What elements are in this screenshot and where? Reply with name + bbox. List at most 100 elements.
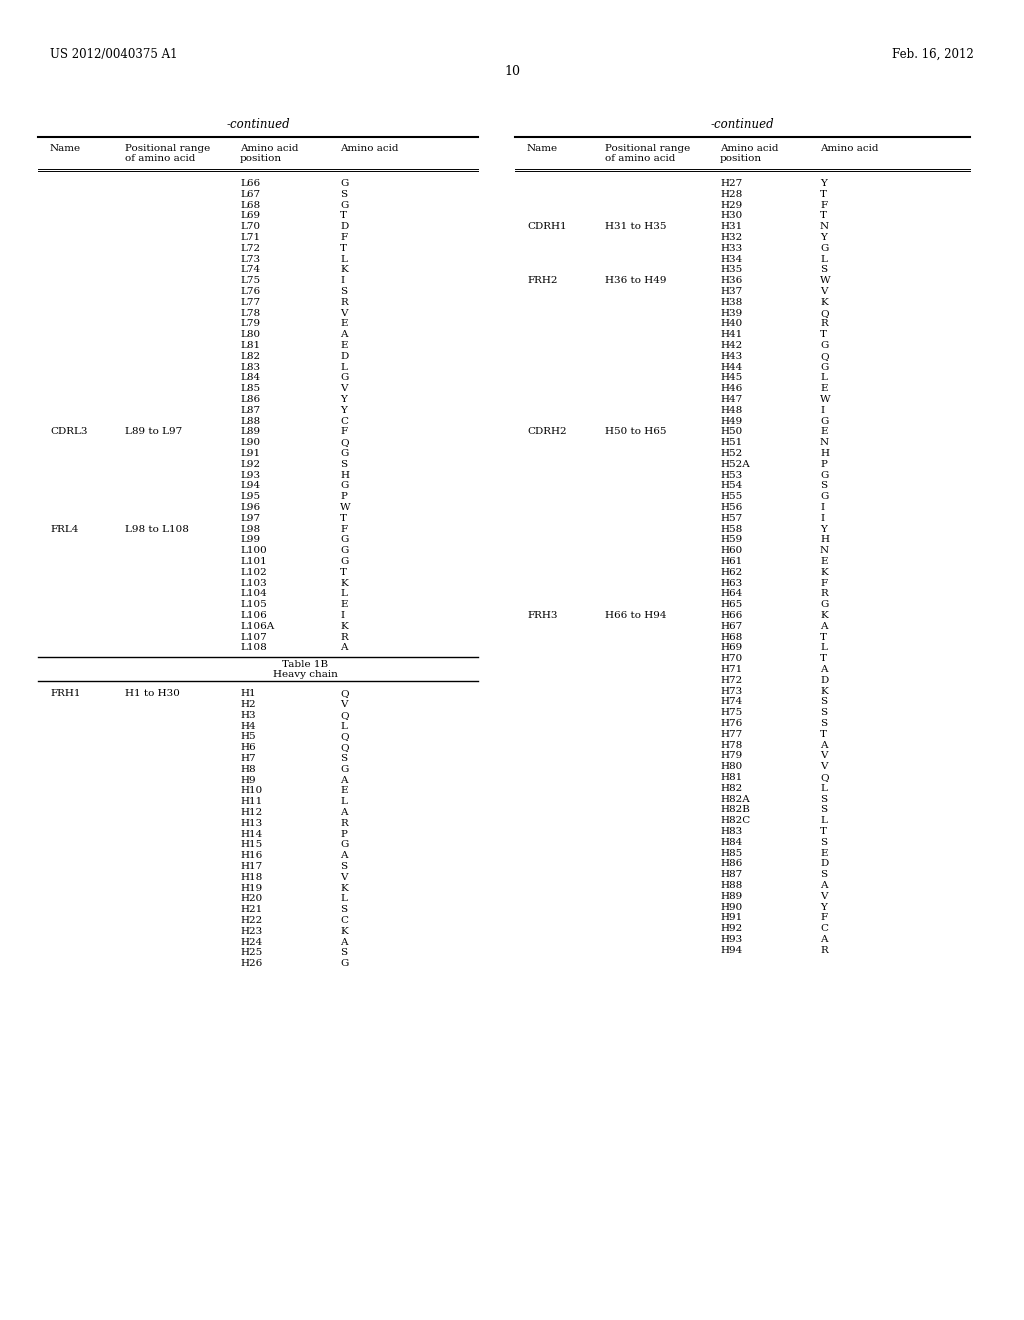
Text: V: V (820, 751, 827, 760)
Text: A: A (820, 665, 827, 675)
Text: FRH2: FRH2 (527, 276, 557, 285)
Text: E: E (820, 557, 827, 566)
Text: V: V (340, 309, 347, 318)
Text: H36 to H49: H36 to H49 (605, 276, 667, 285)
Text: E: E (340, 787, 347, 796)
Text: T: T (820, 655, 827, 663)
Text: T: T (820, 211, 827, 220)
Text: Amino acid
position: Amino acid position (240, 144, 299, 164)
Text: A: A (820, 622, 827, 631)
Text: Y: Y (820, 524, 826, 533)
Text: L67: L67 (240, 190, 260, 199)
Text: Amino acid: Amino acid (340, 144, 398, 153)
Text: S: S (820, 482, 827, 491)
Text: Q: Q (340, 743, 348, 752)
Text: H16: H16 (240, 851, 262, 861)
Text: Table 1B: Table 1B (282, 660, 328, 669)
Text: H53: H53 (720, 471, 742, 479)
Text: V: V (820, 762, 827, 771)
Text: A: A (340, 851, 347, 861)
Text: H75: H75 (720, 709, 742, 717)
Text: H1: H1 (240, 689, 256, 698)
Text: T: T (820, 730, 827, 739)
Text: R: R (820, 319, 827, 329)
Text: FRH1: FRH1 (50, 689, 81, 698)
Text: H67: H67 (720, 622, 742, 631)
Text: R: R (340, 632, 348, 642)
Text: G: G (820, 601, 828, 610)
Text: A: A (340, 330, 347, 339)
Text: 10: 10 (504, 65, 520, 78)
Text: K: K (340, 265, 348, 275)
Text: A: A (340, 937, 347, 946)
Text: H1 to H30: H1 to H30 (125, 689, 180, 698)
Text: H39: H39 (720, 309, 742, 318)
Text: S: S (820, 719, 827, 729)
Text: K: K (340, 578, 348, 587)
Text: Y: Y (340, 395, 347, 404)
Text: S: S (340, 459, 347, 469)
Text: C: C (820, 924, 828, 933)
Text: S: S (820, 709, 827, 717)
Text: L89 to L97: L89 to L97 (125, 428, 182, 437)
Text: L69: L69 (240, 211, 260, 220)
Text: H10: H10 (240, 787, 262, 796)
Text: H56: H56 (720, 503, 742, 512)
Text: H65: H65 (720, 601, 742, 610)
Text: W: W (820, 395, 830, 404)
Text: H66 to H94: H66 to H94 (605, 611, 667, 620)
Text: H5: H5 (240, 733, 256, 742)
Text: H17: H17 (240, 862, 262, 871)
Text: I: I (340, 276, 344, 285)
Text: S: S (340, 286, 347, 296)
Text: L70: L70 (240, 222, 260, 231)
Text: G: G (340, 960, 348, 968)
Text: L90: L90 (240, 438, 260, 447)
Text: H45: H45 (720, 374, 742, 383)
Text: K: K (820, 686, 827, 696)
Text: L75: L75 (240, 276, 260, 285)
Text: G: G (340, 201, 348, 210)
Text: Heavy chain: Heavy chain (272, 671, 338, 680)
Text: H81: H81 (720, 774, 742, 781)
Text: H77: H77 (720, 730, 742, 739)
Text: Q: Q (820, 352, 828, 360)
Text: H30: H30 (720, 211, 742, 220)
Text: H27: H27 (720, 180, 742, 187)
Text: G: G (820, 471, 828, 479)
Text: I: I (820, 513, 824, 523)
Text: H11: H11 (240, 797, 262, 807)
Text: N: N (820, 438, 829, 447)
Text: H85: H85 (720, 849, 742, 858)
Text: Positional range
of amino acid: Positional range of amino acid (605, 144, 690, 164)
Text: H8: H8 (240, 764, 256, 774)
Text: P: P (820, 459, 826, 469)
Text: L99: L99 (240, 536, 260, 544)
Text: L66: L66 (240, 180, 260, 187)
Text: A: A (340, 776, 347, 784)
Text: Feb. 16, 2012: Feb. 16, 2012 (892, 48, 974, 61)
Text: L77: L77 (240, 298, 260, 306)
Text: H9: H9 (240, 776, 256, 784)
Text: -continued: -continued (226, 117, 290, 131)
Text: L107: L107 (240, 632, 266, 642)
Text: K: K (340, 883, 348, 892)
Text: Q: Q (340, 710, 348, 719)
Text: S: S (820, 795, 827, 804)
Text: H15: H15 (240, 841, 262, 849)
Text: F: F (820, 913, 827, 923)
Text: L98: L98 (240, 524, 260, 533)
Text: S: S (340, 190, 347, 199)
Text: L: L (340, 797, 347, 807)
Text: A: A (340, 643, 347, 652)
Text: Q: Q (820, 309, 828, 318)
Text: L79: L79 (240, 319, 260, 329)
Text: Y: Y (820, 903, 826, 912)
Text: H88: H88 (720, 880, 742, 890)
Text: H13: H13 (240, 818, 262, 828)
Text: T: T (820, 828, 827, 836)
Text: L: L (820, 816, 826, 825)
Text: L: L (340, 895, 347, 903)
Text: F: F (340, 524, 347, 533)
Text: L86: L86 (240, 395, 260, 404)
